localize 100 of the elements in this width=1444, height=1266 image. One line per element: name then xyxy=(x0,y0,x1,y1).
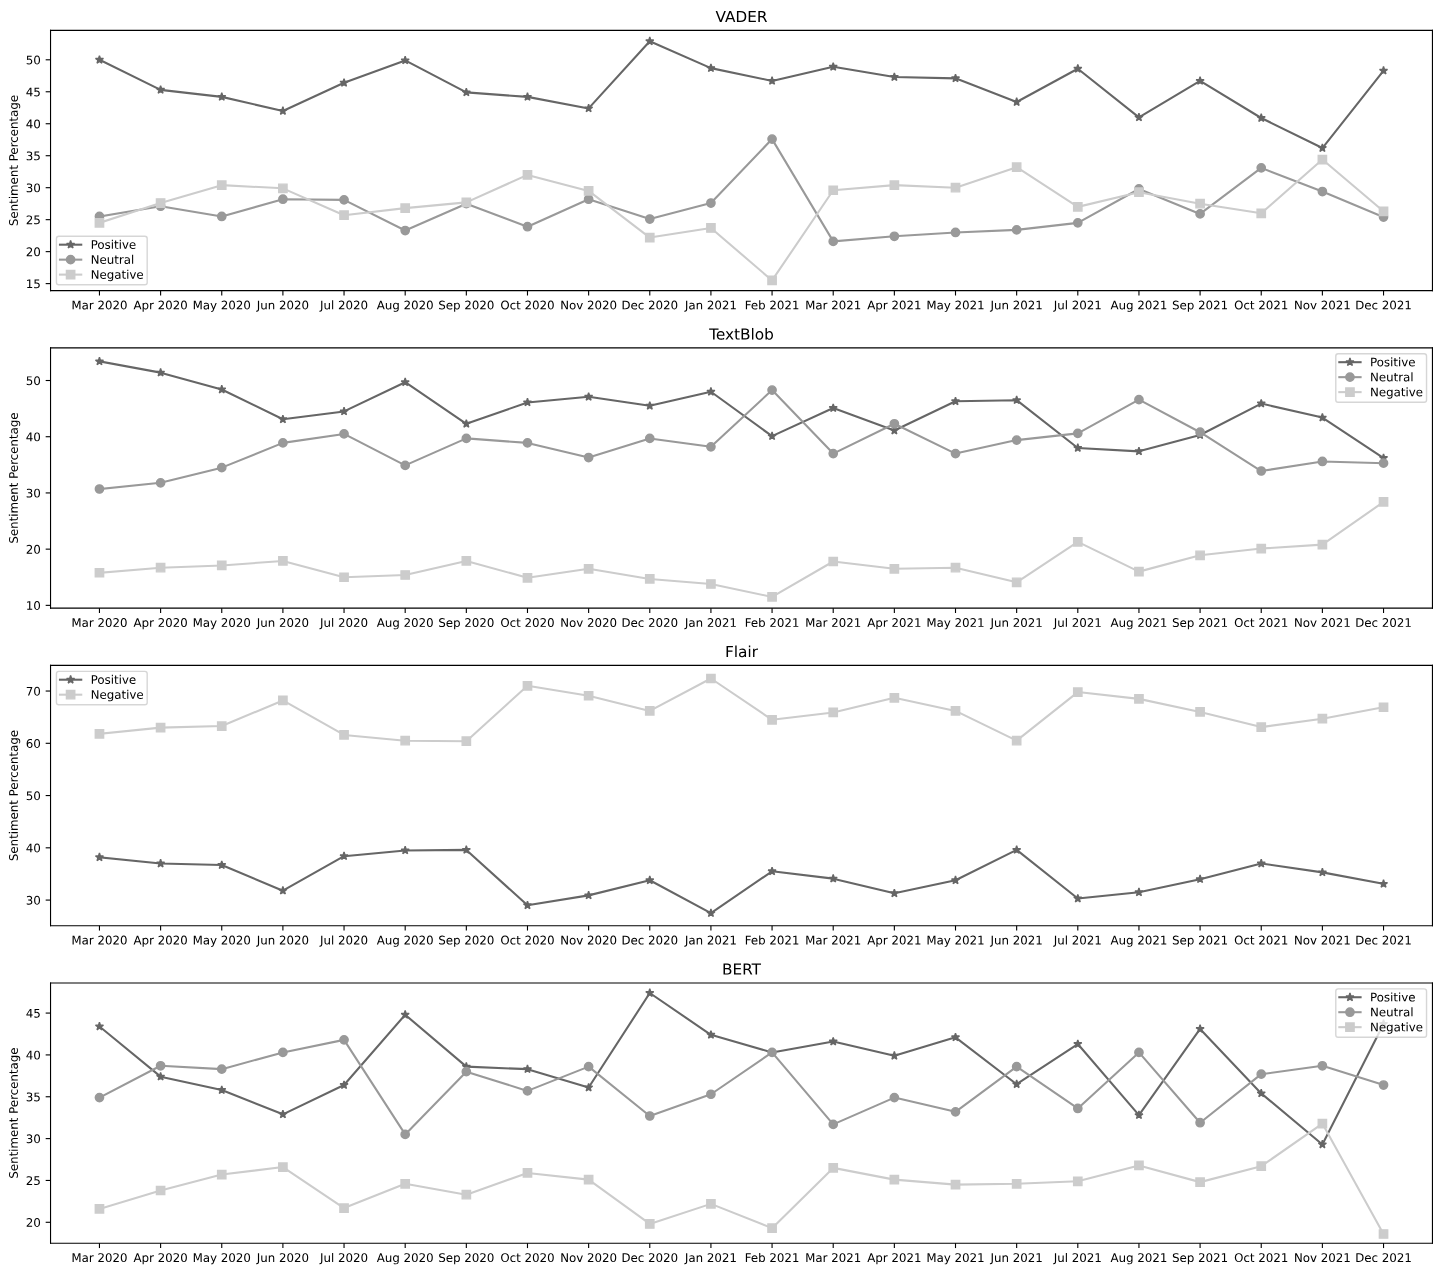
x-tick-label: Jul 2021 xyxy=(1053,300,1101,312)
x-tick-label: Dec 2020 xyxy=(622,935,678,945)
y-tick-label: 25 xyxy=(26,1176,40,1186)
chart-title: BERT xyxy=(723,963,762,975)
x-tick-label: Nov 2021 xyxy=(1295,618,1350,628)
x-tick-label: May 2020 xyxy=(193,618,251,630)
x-tick-label: Aug 2021 xyxy=(1110,618,1167,630)
y-tick-label: 20 xyxy=(26,544,41,554)
x-tick-label: Jan 2021 xyxy=(684,1253,736,1265)
x-tick-label: Nov 2020 xyxy=(561,300,617,310)
x-tick-label: Apr 2021 xyxy=(867,1253,921,1265)
x-tick-label: Apr 2021 xyxy=(867,300,921,312)
x-tick-label: Mar 2021 xyxy=(806,935,861,945)
x-tick-label: Oct 2020 xyxy=(501,300,554,310)
x-tick-label: Apr 2020 xyxy=(133,935,187,947)
x-tick-label: Jun 2020 xyxy=(256,935,309,947)
x-tick-label: Sep 2021 xyxy=(1172,300,1228,312)
x-tick-label: Aug 2020 xyxy=(376,618,433,630)
x-tick-label: Nov 2021 xyxy=(1295,935,1350,945)
x-tick-label: Dec 2020 xyxy=(622,1253,678,1263)
x-tick-label: Mar 2020 xyxy=(72,935,127,945)
x-tick-label: Jun 2020 xyxy=(256,300,309,312)
x-tick-label: Feb 2021 xyxy=(745,300,799,310)
x-tick-label: May 2020 xyxy=(193,1253,251,1265)
x-tick-label: Oct 2021 xyxy=(1234,618,1288,628)
y-tick-label: 45 xyxy=(26,87,40,97)
y-tick-label: 50 xyxy=(26,55,41,65)
legend-label: Negative xyxy=(1371,387,1423,399)
x-tick-label: Nov 2020 xyxy=(561,935,617,945)
y-tick-label: 30 xyxy=(26,1134,41,1144)
y-tick-label: 45 xyxy=(26,1008,40,1018)
x-tick-label: Aug 2021 xyxy=(1110,1253,1167,1265)
y-tick-label: 40 xyxy=(26,432,41,442)
y-tick-label: 30 xyxy=(26,183,41,193)
x-tick-label: Jan 2021 xyxy=(684,935,736,947)
x-tick-label: Jun 2021 xyxy=(989,935,1042,947)
y-tick-label: 40 xyxy=(26,843,41,853)
x-tick-label: Dec 2021 xyxy=(1356,1253,1411,1263)
x-tick-label: Sep 2021 xyxy=(1172,935,1228,947)
legend-label: Positive xyxy=(1371,992,1415,1002)
x-tick-label: Oct 2021 xyxy=(1234,300,1288,310)
y-tick-label: 60 xyxy=(26,739,41,748)
x-tick-label: May 2021 xyxy=(927,935,984,947)
y-tick-label: 25 xyxy=(26,215,40,225)
x-tick-label: Apr 2021 xyxy=(867,618,921,630)
y-tick-label: 30 xyxy=(26,488,41,498)
x-tick-label: May 2021 xyxy=(927,1253,984,1265)
x-tick-label: Oct 2020 xyxy=(501,1253,554,1263)
x-tick-label: Dec 2020 xyxy=(622,300,678,310)
x-tick-label: Apr 2020 xyxy=(133,1253,187,1265)
x-tick-label: Jul 2021 xyxy=(1053,1252,1101,1265)
legend-label: Negative xyxy=(91,689,144,702)
x-tick-label: Jun 2021 xyxy=(989,1253,1042,1265)
y-tick-label: 50 xyxy=(26,376,41,386)
x-tick-label: Aug 2020 xyxy=(376,1253,433,1265)
y-axis-title: Sentiment Percentage xyxy=(8,730,21,861)
x-tick-label: Oct 2020 xyxy=(501,618,554,628)
y-tick-label: 20 xyxy=(26,247,41,257)
y-tick-label: 40 xyxy=(26,119,41,129)
y-tick-label: 20 xyxy=(26,1218,41,1227)
x-tick-label: Oct 2021 xyxy=(1234,935,1288,945)
x-tick-label: Nov 2020 xyxy=(561,618,617,628)
x-tick-label: Aug 2021 xyxy=(1110,300,1167,312)
x-tick-label: Mar 2021 xyxy=(806,618,861,628)
x-tick-label: Apr 2020 xyxy=(133,618,187,630)
legend-label: Neutral xyxy=(1371,1007,1413,1017)
y-axis-title: Sentiment Percentage xyxy=(8,413,21,543)
x-tick-label: May 2021 xyxy=(927,618,984,630)
x-tick-label: Oct 2021 xyxy=(1234,1253,1288,1263)
x-tick-label: Jul 2020 xyxy=(319,935,368,947)
x-tick-label: Dec 2020 xyxy=(622,618,678,628)
x-tick-label: Mar 2020 xyxy=(72,618,127,628)
x-tick-label: Nov 2020 xyxy=(561,1253,617,1263)
legend-label: Positive xyxy=(91,674,136,685)
x-tick-label: Apr 2020 xyxy=(133,300,187,312)
x-tick-label: Dec 2021 xyxy=(1356,618,1411,628)
x-tick-label: May 2020 xyxy=(193,300,251,312)
x-tick-label: Jan 2021 xyxy=(684,300,736,312)
x-tick-label: Jun 2021 xyxy=(989,300,1042,312)
legend-label: Negative xyxy=(91,269,144,282)
x-tick-label: Oct 2020 xyxy=(501,935,554,945)
x-tick-label: Nov 2021 xyxy=(1295,300,1350,310)
x-tick-label: May 2021 xyxy=(927,300,984,312)
legend-label: Positive xyxy=(1371,357,1415,367)
y-axis-title: Sentiment Percentage xyxy=(8,1048,21,1178)
legend-label: Neutral xyxy=(91,254,134,264)
x-tick-label: Mar 2021 xyxy=(806,300,861,310)
x-tick-label: Dec 2021 xyxy=(1356,935,1411,945)
x-tick-label: Aug 2020 xyxy=(376,935,433,947)
x-tick-label: Sep 2020 xyxy=(439,300,494,312)
x-tick-label: Jun 2020 xyxy=(256,1253,309,1265)
y-axis-title: Sentiment Percentage xyxy=(8,95,21,226)
x-tick-label: Jun 2020 xyxy=(256,618,309,630)
x-tick-label: Aug 2020 xyxy=(376,300,433,312)
x-tick-label: Jul 2020 xyxy=(319,1252,368,1265)
chart-title: VADER xyxy=(715,10,768,23)
x-tick-label: Mar 2020 xyxy=(72,300,127,310)
x-tick-label: Mar 2020 xyxy=(72,1253,127,1263)
x-tick-label: Sep 2020 xyxy=(439,1253,494,1265)
x-tick-label: Jul 2020 xyxy=(319,300,368,312)
